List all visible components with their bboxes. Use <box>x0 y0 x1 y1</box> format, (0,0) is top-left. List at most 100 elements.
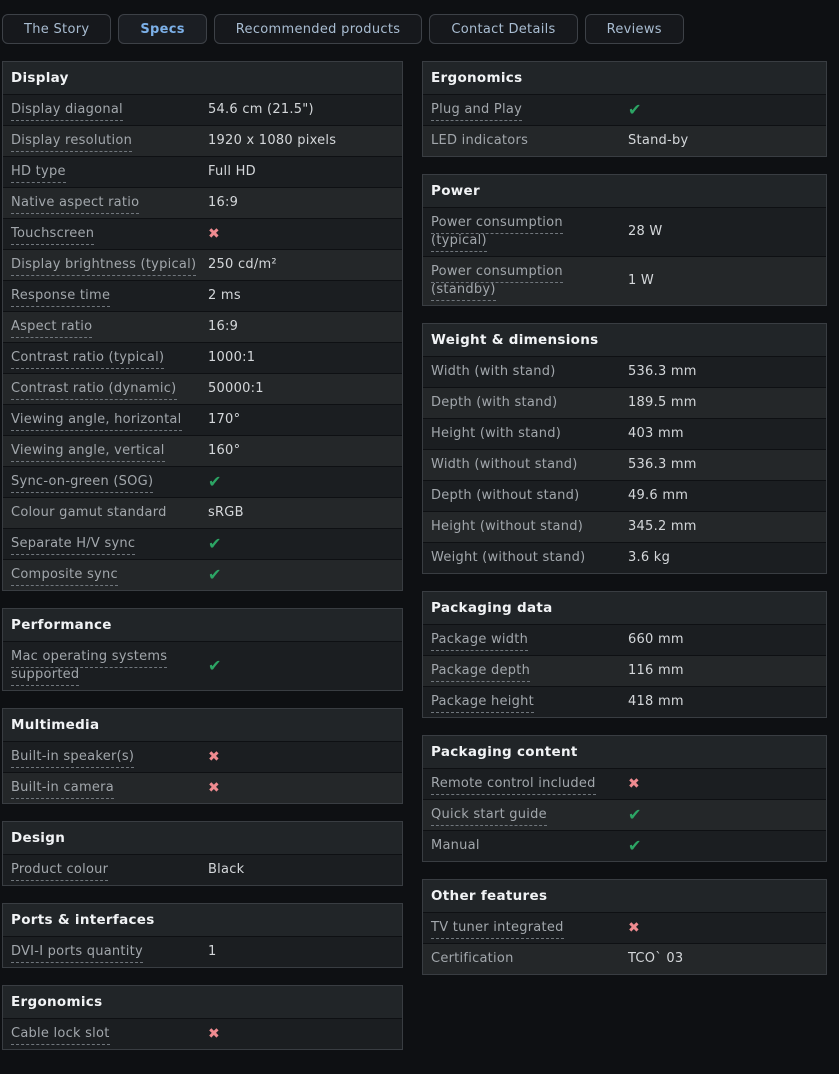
section-header: Ergonomics <box>423 62 826 94</box>
spec-label[interactable]: Built-in camera <box>11 780 114 799</box>
spec-label[interactable]: Quick start guide <box>431 807 547 826</box>
tab-bar: The Story Specs Recommended products Con… <box>2 14 827 44</box>
tab-contact-details[interactable]: Contact Details <box>429 14 578 44</box>
spec-label[interactable]: Mac operating systems supported <box>11 649 168 686</box>
spec-label: Certification <box>431 951 514 966</box>
spec-value: Black <box>208 862 245 877</box>
spec-label[interactable]: Built-in speaker(s) <box>11 749 135 768</box>
spec-label[interactable]: Package width <box>431 632 529 651</box>
spec-label[interactable]: Display resolution <box>11 133 133 152</box>
spec-label-cell: Power consumption (standby) <box>431 263 628 301</box>
spec-row: Separate H/V sync ✔ <box>3 528 402 559</box>
spec-value: 16:9 <box>208 319 239 334</box>
section-header: Design <box>3 822 402 854</box>
spec-label-cell: Display diagonal <box>11 101 208 121</box>
spec-value-cell: 250 cd/m² <box>208 256 394 274</box>
section-header: Multimedia <box>3 709 402 741</box>
spec-value-cell: 160° <box>208 442 394 460</box>
spec-value-cell: ✔ <box>208 658 394 674</box>
spec-label[interactable]: Sync-on-green (SOG) <box>11 474 154 493</box>
section-header: Weight & dimensions <box>423 324 826 356</box>
spec-row: Display brightness (typical) 250 cd/m² <box>3 249 402 280</box>
spec-row: Package width 660 mm <box>423 624 826 655</box>
spec-value-cell: sRGB <box>208 504 394 522</box>
spec-label: Depth (without stand) <box>431 488 580 503</box>
spec-label[interactable]: Viewing angle, horizontal <box>11 412 182 431</box>
spec-label[interactable]: TV tuner integrated <box>431 920 564 939</box>
section-rows: Mac operating systems supported ✔ <box>3 641 402 690</box>
spec-label-cell: Colour gamut standard <box>11 504 208 522</box>
section-ergonomics: Ergonomics Plug and Play ✔ LED indicator… <box>422 61 827 157</box>
spec-label[interactable]: Display brightness (typical) <box>11 257 197 276</box>
spec-value: 189.5 mm <box>628 395 697 410</box>
spec-label[interactable]: Display diagonal <box>11 102 123 121</box>
spec-label-cell: Power consumption (typical) <box>431 214 628 252</box>
spec-row: Depth (without stand) 49.6 mm <box>423 480 826 511</box>
spec-value-cell: Stand-by <box>628 132 818 150</box>
spec-row: Contrast ratio (typical) 1000:1 <box>3 342 402 373</box>
spec-value: Stand-by <box>628 133 689 148</box>
spec-value-cell: ✖ <box>208 227 394 241</box>
spec-label[interactable]: Package height <box>431 694 534 713</box>
spec-value: 116 mm <box>628 663 684 678</box>
section-header: Packaging data <box>423 592 826 624</box>
section-title: Ergonomics <box>11 993 103 1010</box>
spec-value-cell: ✖ <box>208 781 394 795</box>
spec-label-cell: Height (with stand) <box>431 425 628 443</box>
spec-value-cell: 2 ms <box>208 287 394 305</box>
spec-label[interactable]: Plug and Play <box>431 102 523 121</box>
tab-specs[interactable]: Specs <box>118 14 207 44</box>
spec-value-cell: 116 mm <box>628 662 818 680</box>
section-title: Ports & interfaces <box>11 911 155 928</box>
spec-row: Viewing angle, vertical 160° <box>3 435 402 466</box>
spec-value: 536.3 mm <box>628 364 697 379</box>
section-title: Packaging data <box>431 599 553 616</box>
section-header: Ports & interfaces <box>3 904 402 936</box>
tab-label: The Story <box>24 21 90 37</box>
spec-row: Remote control included ✖ <box>423 768 826 799</box>
spec-label[interactable]: Separate H/V sync <box>11 536 136 555</box>
section-design: Design Product colour Black <box>2 821 403 886</box>
tab-the-story[interactable]: The Story <box>2 14 112 44</box>
spec-label-cell: Contrast ratio (typical) <box>11 349 208 369</box>
spec-label[interactable]: Aspect ratio <box>11 319 93 338</box>
spec-row: Plug and Play ✔ <box>423 94 826 125</box>
spec-value-cell: Black <box>208 861 394 879</box>
spec-label[interactable]: Native aspect ratio <box>11 195 140 214</box>
spec-row: Depth (with stand) 189.5 mm <box>423 387 826 418</box>
spec-value: 2 ms <box>208 288 241 303</box>
spec-label[interactable]: DVI-I ports quantity <box>11 944 143 963</box>
spec-label[interactable]: Viewing angle, vertical <box>11 443 165 462</box>
spec-label[interactable]: Composite sync <box>11 567 118 586</box>
spec-row: Weight (without stand) 3.6 kg <box>423 542 826 573</box>
check-icon: ✔ <box>208 472 222 491</box>
spec-label-cell: LED indicators <box>431 132 628 150</box>
section-title: Weight & dimensions <box>431 331 599 348</box>
spec-value-cell: 189.5 mm <box>628 394 818 412</box>
check-icon: ✔ <box>628 100 642 119</box>
spec-row: Touchscreen ✖ <box>3 218 402 249</box>
spec-label[interactable]: Product colour <box>11 862 109 881</box>
spec-label[interactable]: Power consumption (standby) <box>431 264 563 301</box>
spec-label[interactable]: Response time <box>11 288 111 307</box>
spec-label[interactable]: Power consumption (typical) <box>431 215 563 252</box>
spec-value-cell: ✔ <box>208 474 394 490</box>
cross-icon: ✖ <box>628 920 640 936</box>
spec-row: Manual ✔ <box>423 830 826 861</box>
tab-recommended-products[interactable]: Recommended products <box>213 14 423 44</box>
spec-label[interactable]: HD type <box>11 164 66 183</box>
spec-label: Manual <box>431 838 480 853</box>
spec-label[interactable]: Touchscreen <box>11 226 95 245</box>
spec-label[interactable]: Cable lock slot <box>11 1026 110 1045</box>
spec-value-cell: ✖ <box>628 921 818 935</box>
tab-reviews[interactable]: Reviews <box>584 14 684 44</box>
spec-label[interactable]: Contrast ratio (dynamic) <box>11 381 177 400</box>
spec-label[interactable]: Package depth <box>431 663 531 682</box>
spec-label[interactable]: Remote control included <box>431 776 596 795</box>
spec-value: 345.2 mm <box>628 519 697 534</box>
spec-label-cell: Width (with stand) <box>431 363 628 381</box>
spec-value: TCO` 03 <box>628 951 684 966</box>
section-title: Packaging content <box>431 743 578 760</box>
spec-label[interactable]: Contrast ratio (typical) <box>11 350 165 369</box>
spec-label-cell: Product colour <box>11 861 208 881</box>
